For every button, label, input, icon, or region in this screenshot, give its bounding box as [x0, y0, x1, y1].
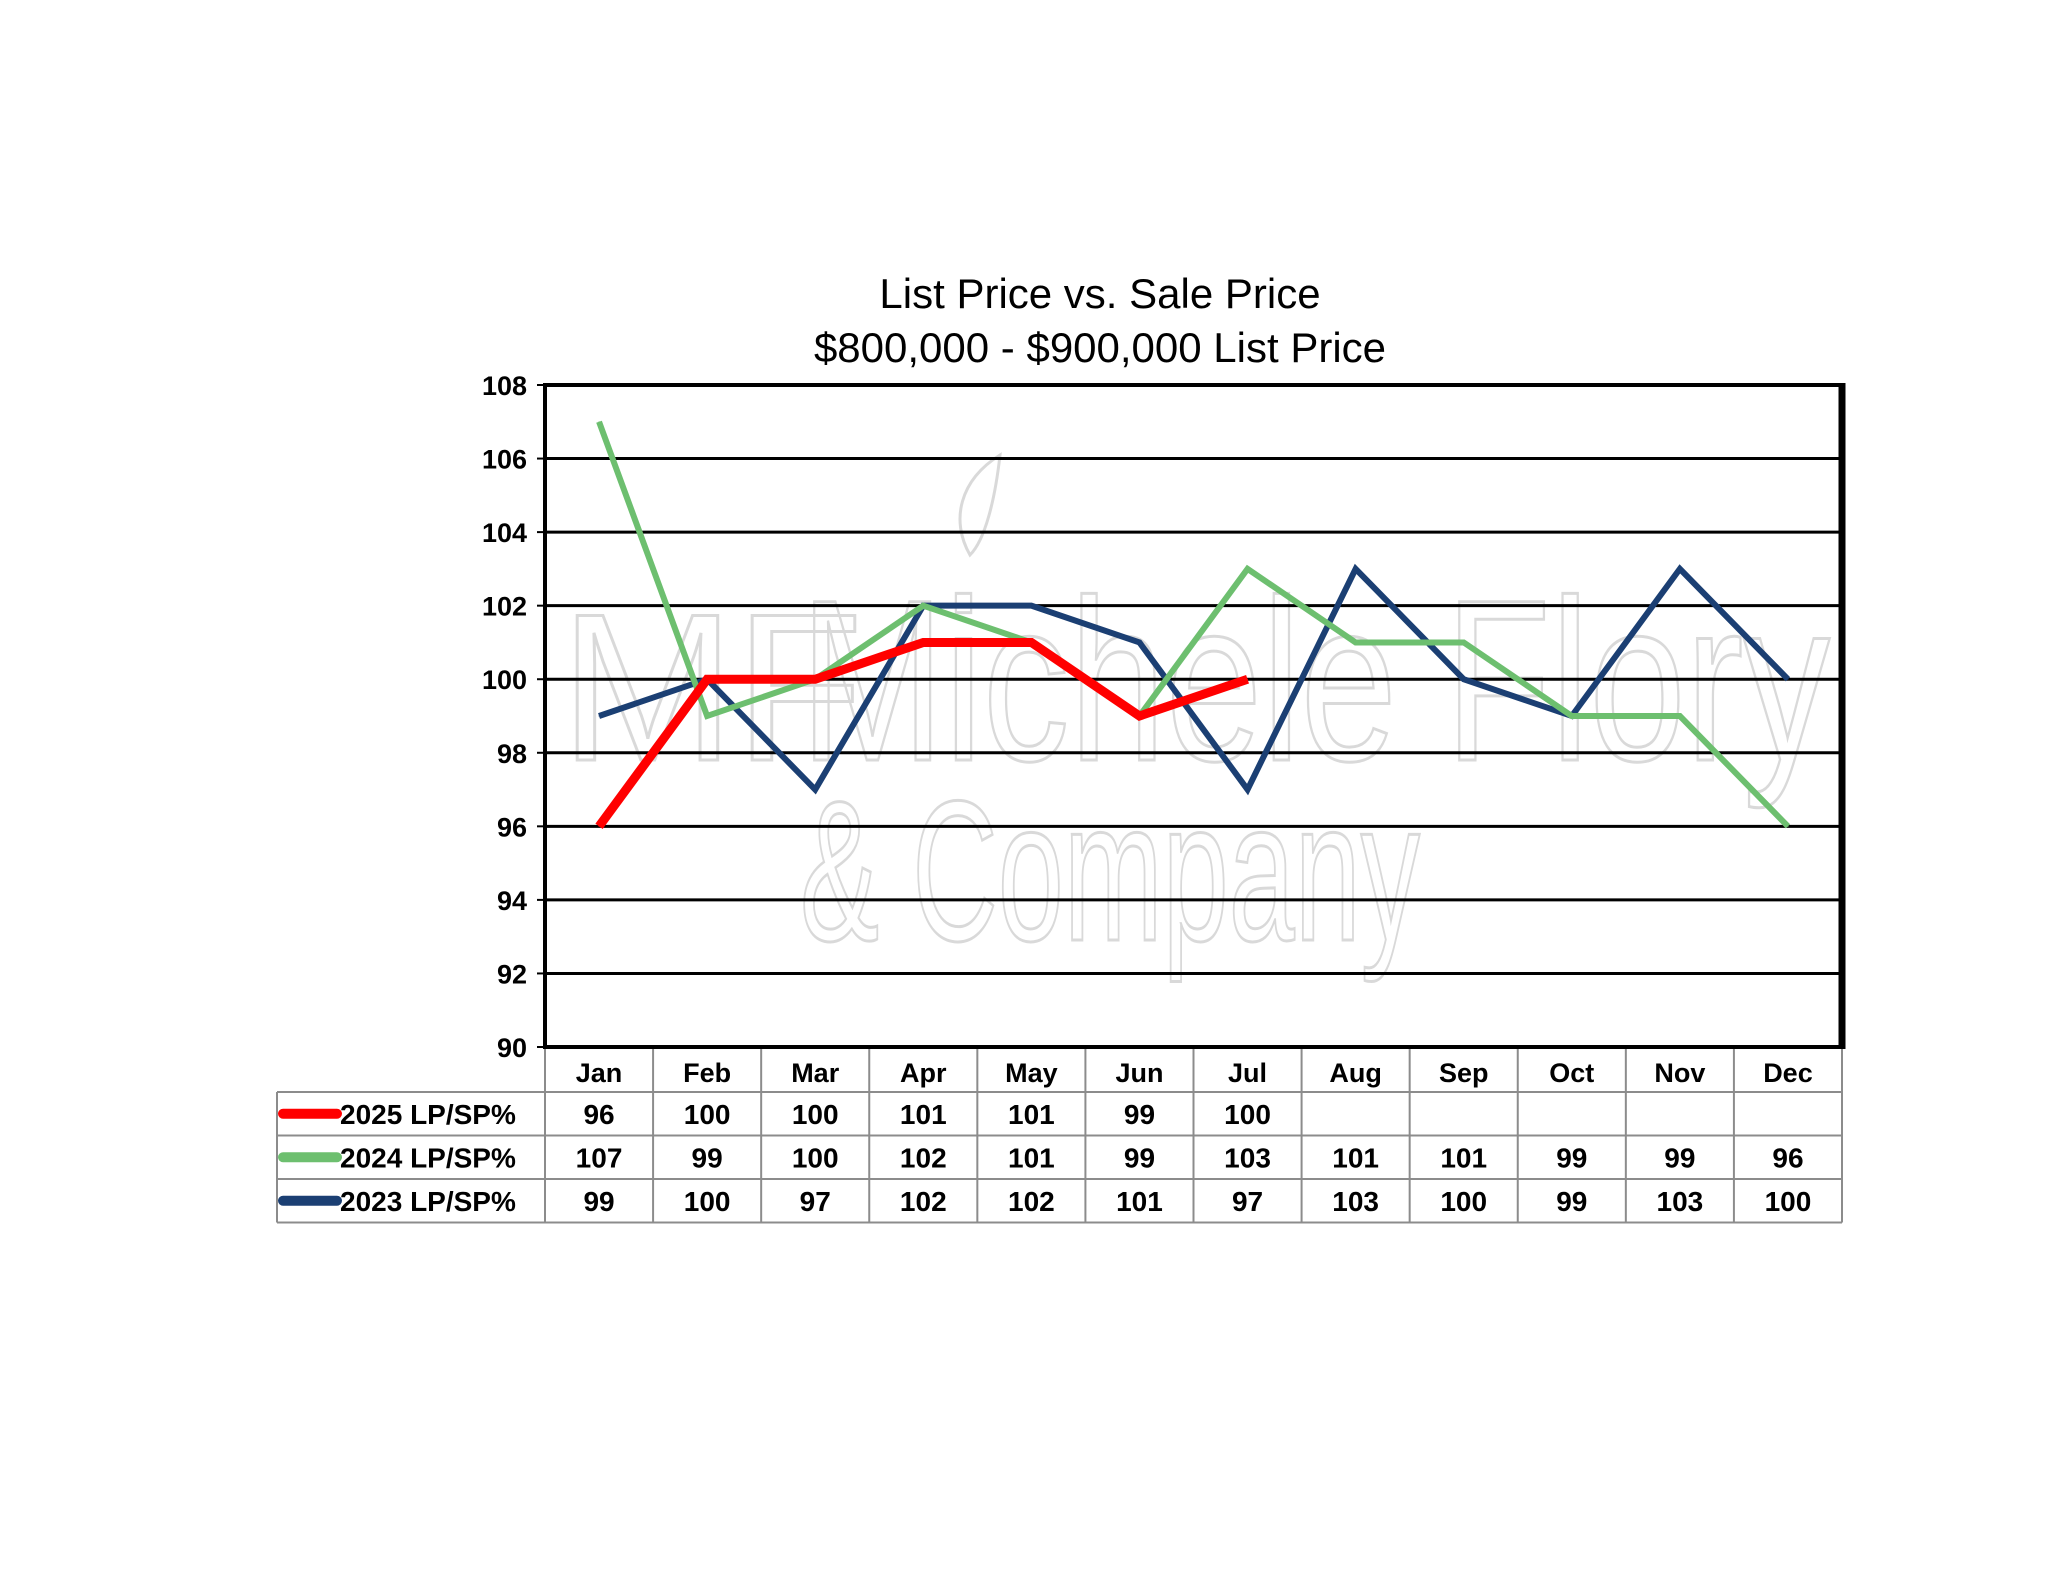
- table-cell-value: 97: [800, 1186, 831, 1217]
- data-point: [1787, 678, 1789, 680]
- table-cell-value: 100: [792, 1142, 839, 1173]
- data-point: [1463, 641, 1465, 643]
- data-point: [1463, 678, 1465, 680]
- x-tick-label: Jan: [576, 1058, 623, 1088]
- y-tick-label: 100: [482, 665, 527, 695]
- table-cell-value: 100: [1440, 1186, 1487, 1217]
- data-point: [598, 715, 600, 717]
- table-cell-value: 102: [1008, 1186, 1055, 1217]
- y-tick-label: 106: [482, 445, 527, 475]
- y-tick-label: 90: [497, 1033, 527, 1063]
- y-tick-label: 104: [482, 518, 527, 548]
- x-tick-label: May: [1005, 1058, 1058, 1088]
- data-point: [1030, 641, 1032, 643]
- series-line: [596, 420, 1791, 829]
- y-tick-label: 98: [497, 739, 527, 769]
- table-cell-value: 100: [684, 1099, 731, 1130]
- data-point: [814, 678, 816, 680]
- data-point: [1247, 678, 1249, 680]
- chart-title: List Price vs. Sale Price: [879, 270, 1320, 317]
- y-axis: 90 92 94 96 98 100 102 104 106 108: [482, 371, 545, 1063]
- series-line: [598, 563, 1791, 796]
- data-point: [1355, 641, 1357, 643]
- table-cell-value: 103: [1332, 1186, 1379, 1217]
- data-point: [1138, 715, 1140, 717]
- x-tick-label: Jul: [1228, 1058, 1267, 1088]
- data-point: [1355, 568, 1357, 570]
- x-tick-label: Jun: [1115, 1058, 1163, 1088]
- table-cell-value: 101: [1332, 1142, 1379, 1173]
- data-point: [1571, 715, 1573, 717]
- y-tick-label: 108: [482, 371, 527, 401]
- table-cell-value: 99: [1556, 1142, 1587, 1173]
- table-cell-value: 99: [1664, 1142, 1695, 1173]
- data-point: [598, 421, 600, 423]
- watermark-leaf-icon: [958, 452, 1002, 558]
- table-cell-value: 103: [1657, 1186, 1704, 1217]
- data-point: [706, 715, 708, 717]
- y-tick-label: 96: [497, 812, 527, 842]
- table-cell-value: 99: [1124, 1099, 1155, 1130]
- table-cell-value: 99: [692, 1142, 723, 1173]
- data-point: [814, 789, 816, 791]
- x-tick-label: Oct: [1549, 1058, 1594, 1088]
- watermark-company: & Company: [800, 760, 1420, 983]
- data-point: [706, 678, 708, 680]
- data-point: [598, 825, 600, 827]
- table-cell-value: 100: [792, 1099, 839, 1130]
- table-cell-value: 97: [1232, 1186, 1263, 1217]
- table-cell-value: 100: [1224, 1099, 1271, 1130]
- data-point: [922, 605, 924, 607]
- table-cell-value: 102: [900, 1142, 947, 1173]
- table-cell-value: 101: [1440, 1142, 1487, 1173]
- table-cell-value: 100: [684, 1186, 731, 1217]
- x-tick-label: Aug: [1329, 1058, 1381, 1088]
- table-cell-value: 99: [583, 1186, 614, 1217]
- table-cell-value: 107: [576, 1142, 623, 1173]
- data-table: Jan Feb Mar Apr May Jun Jul Aug Sep Oct Nov Dec 2025…: [276, 1046, 1843, 1224]
- x-tick-label: Apr: [900, 1058, 947, 1088]
- x-tick-label: Dec: [1763, 1058, 1813, 1088]
- table-cell-value: 100: [1765, 1186, 1812, 1217]
- x-tick-label: Nov: [1654, 1058, 1705, 1088]
- x-tick-label: Sep: [1439, 1058, 1489, 1088]
- data-point: [1247, 789, 1249, 791]
- chart-subtitle: $800,000 - $900,000 List Price: [814, 324, 1386, 371]
- table-cell-value: 101: [1008, 1142, 1055, 1173]
- legend-label: 2025 LP/SP%: [340, 1099, 516, 1130]
- table-cell-value: 99: [1124, 1142, 1155, 1173]
- data-point: [1247, 568, 1249, 570]
- table-cell-value: 101: [1008, 1099, 1055, 1130]
- x-tick-label: Feb: [683, 1058, 731, 1088]
- table-cell-value: 102: [900, 1186, 947, 1217]
- data-point: [1138, 641, 1140, 643]
- data-point: [1787, 825, 1789, 827]
- grid: [545, 457, 1842, 975]
- y-tick-label: 102: [482, 592, 527, 622]
- data-point: [1030, 605, 1032, 607]
- legend-label: 2024 LP/SP%: [340, 1142, 516, 1173]
- table-cell-value: 96: [583, 1099, 614, 1130]
- y-tick-label: 94: [497, 886, 527, 916]
- data-point: [922, 641, 924, 643]
- table-cell-value: 101: [900, 1099, 947, 1130]
- table-cell-value: 96: [1772, 1142, 1803, 1173]
- y-tick-label: 92: [497, 959, 527, 989]
- x-tick-label: Mar: [791, 1058, 840, 1088]
- table-cell-value: 99: [1556, 1186, 1587, 1217]
- data-point: [1679, 568, 1681, 570]
- data-point: [1679, 715, 1681, 717]
- series-lines: [595, 420, 1791, 829]
- table-cell-value: 101: [1116, 1186, 1163, 1217]
- table-cell-value: 103: [1224, 1142, 1271, 1173]
- legend-label: 2023 LP/SP%: [340, 1186, 516, 1217]
